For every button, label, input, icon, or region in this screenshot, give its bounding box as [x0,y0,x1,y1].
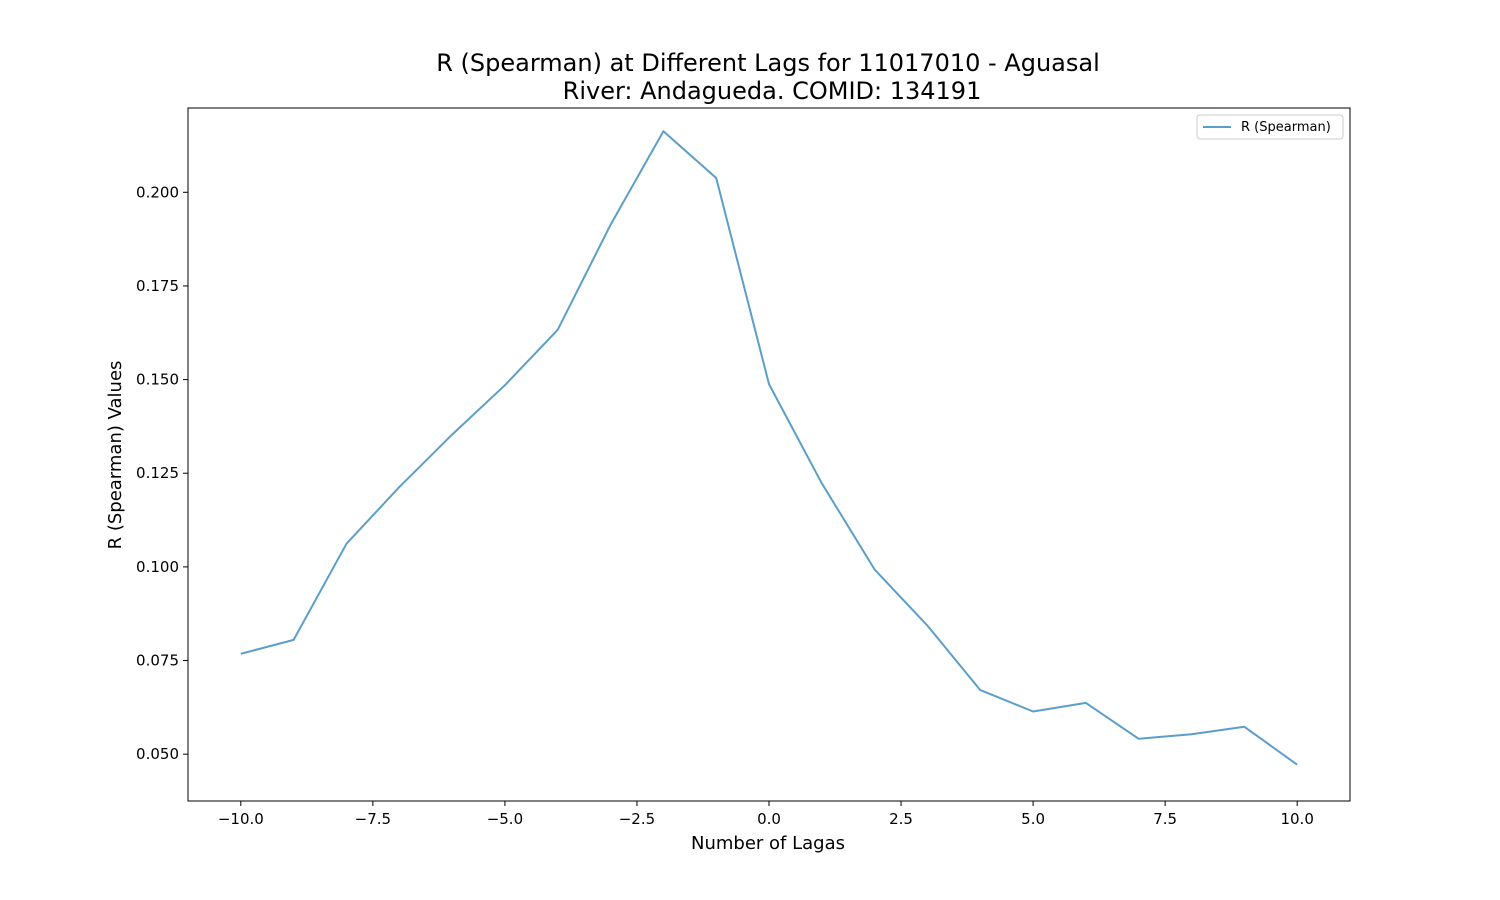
series-line-r-spearman [240,130,1298,766]
x-tick-label: 10.0 [1280,810,1313,828]
y-tick-label: 0.100 [136,558,179,576]
y-tick-label: 0.125 [136,464,179,482]
legend: R (Spearman) [1196,114,1344,140]
y-tick-label: 0.050 [136,745,179,763]
x-tick-label: 7.5 [1153,810,1177,828]
x-tick-label: 2.5 [889,810,913,828]
x-tick-label: −7.5 [355,810,391,828]
plot-area-frame [187,107,1351,802]
y-tick-label: 0.175 [136,277,179,295]
x-tick-label: 0.0 [757,810,781,828]
y-axis-label: R (Spearman) Values [105,361,126,550]
legend-label-r-spearman: R (Spearman) [1241,120,1331,135]
chart-subtitle: River: Andagueda. COMID: 134191 [563,77,982,105]
y-tick-label: 0.200 [136,183,179,201]
y-tick-label: 0.075 [136,652,179,670]
x-tick-label: −5.0 [487,810,523,828]
legend-box [1196,114,1344,140]
x-axis-ticks: −10.0 −7.5 −5.0 −2.5 0.0 2.5 5.0 7.5 10.0 [218,801,1314,828]
y-axis-ticks: 0.050 0.075 0.100 0.125 0.150 0.175 0.200 [136,183,188,763]
chart-title: R (Spearman) at Different Lags for 11017… [436,49,1100,77]
y-tick-label: 0.150 [136,371,179,389]
x-tick-label: −10.0 [218,810,264,828]
x-tick-label: −2.5 [619,810,655,828]
x-tick-label: 5.0 [1021,810,1045,828]
x-axis-label: Number of Lagas [691,833,845,854]
